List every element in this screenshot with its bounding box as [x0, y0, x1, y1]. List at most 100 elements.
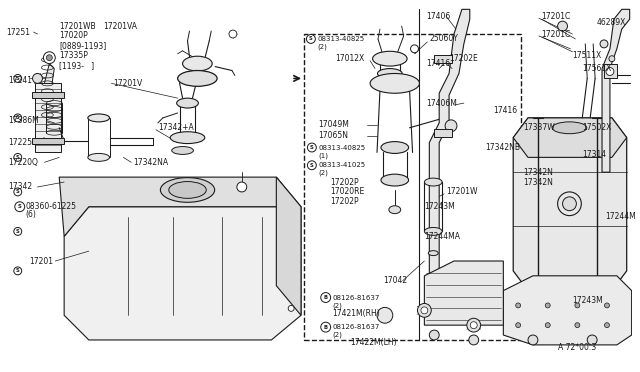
- Ellipse shape: [182, 56, 212, 71]
- Ellipse shape: [424, 178, 442, 186]
- Circle shape: [516, 323, 520, 328]
- Polygon shape: [276, 177, 301, 315]
- Ellipse shape: [381, 174, 408, 186]
- Polygon shape: [424, 261, 503, 325]
- Text: 17244M: 17244M: [605, 212, 636, 221]
- Circle shape: [575, 303, 580, 308]
- Text: 17422M(LH): 17422M(LH): [350, 339, 397, 347]
- Text: 08126-81637: 08126-81637: [333, 295, 380, 301]
- Text: 17020RE: 17020RE: [331, 187, 365, 196]
- Circle shape: [33, 74, 42, 83]
- Text: S: S: [310, 145, 314, 150]
- Bar: [435, 129, 452, 137]
- Text: (2): (2): [319, 170, 329, 176]
- Text: A 72*00:3: A 72*00:3: [557, 343, 596, 352]
- Circle shape: [606, 68, 614, 76]
- Polygon shape: [604, 64, 617, 78]
- Polygon shape: [513, 118, 627, 157]
- Text: 17416: 17416: [493, 106, 518, 115]
- Text: 25060Y: 25060Y: [429, 35, 458, 44]
- Text: 08313-41025: 08313-41025: [319, 162, 366, 168]
- Circle shape: [557, 21, 568, 31]
- Circle shape: [14, 74, 22, 82]
- Ellipse shape: [378, 68, 402, 78]
- Text: 17202E: 17202E: [449, 54, 478, 63]
- Circle shape: [516, 303, 520, 308]
- Circle shape: [321, 322, 331, 332]
- Text: 17243M: 17243M: [424, 202, 455, 211]
- Bar: [31, 138, 64, 144]
- Text: (6): (6): [26, 210, 36, 219]
- Text: S: S: [16, 76, 20, 81]
- Text: 17342NA: 17342NA: [133, 158, 168, 167]
- Text: 17342: 17342: [8, 183, 32, 192]
- Text: S: S: [18, 204, 22, 209]
- Circle shape: [321, 293, 331, 302]
- Ellipse shape: [161, 177, 214, 202]
- Circle shape: [575, 323, 580, 328]
- Circle shape: [307, 143, 316, 152]
- Circle shape: [15, 202, 25, 212]
- Polygon shape: [602, 9, 630, 172]
- Ellipse shape: [88, 114, 109, 122]
- Text: (2): (2): [318, 44, 328, 50]
- Ellipse shape: [370, 74, 419, 93]
- Text: 17220Q: 17220Q: [8, 158, 38, 167]
- Circle shape: [307, 161, 316, 170]
- Ellipse shape: [170, 132, 205, 144]
- Circle shape: [605, 323, 609, 328]
- Circle shape: [467, 318, 481, 332]
- Text: 17020P: 17020P: [60, 32, 88, 41]
- Circle shape: [411, 45, 419, 53]
- Text: 17201C: 17201C: [541, 12, 570, 21]
- Ellipse shape: [428, 251, 438, 256]
- Text: 17201W: 17201W: [446, 187, 477, 196]
- Text: 17201: 17201: [29, 257, 54, 266]
- Circle shape: [609, 56, 615, 62]
- Polygon shape: [44, 64, 54, 88]
- Text: 08126-81637: 08126-81637: [333, 324, 380, 330]
- Text: [1193-   ]: [1193- ]: [60, 61, 94, 70]
- Polygon shape: [60, 177, 301, 236]
- Text: (2): (2): [333, 302, 342, 309]
- Text: 08313-40825: 08313-40825: [318, 36, 365, 42]
- Text: 17049M: 17049M: [318, 120, 349, 129]
- Text: 17406: 17406: [426, 12, 451, 21]
- Ellipse shape: [178, 71, 217, 86]
- Text: B: B: [324, 325, 328, 330]
- Ellipse shape: [424, 227, 442, 235]
- Text: 17342NB: 17342NB: [486, 143, 520, 152]
- Circle shape: [421, 307, 428, 314]
- Circle shape: [417, 304, 431, 317]
- Text: 17243M: 17243M: [572, 296, 603, 305]
- Text: 17201WB: 17201WB: [60, 22, 96, 31]
- Ellipse shape: [88, 153, 109, 161]
- Circle shape: [14, 114, 22, 122]
- Text: 17251: 17251: [6, 28, 30, 36]
- Text: 08360-61225: 08360-61225: [26, 202, 77, 211]
- Circle shape: [429, 330, 439, 340]
- Ellipse shape: [172, 147, 193, 154]
- Bar: [435, 55, 452, 62]
- Text: 17202P: 17202P: [331, 177, 359, 186]
- Text: 17201V: 17201V: [113, 79, 143, 88]
- Text: 17042: 17042: [383, 276, 407, 285]
- Text: 17012X: 17012X: [335, 54, 365, 63]
- Polygon shape: [503, 276, 632, 345]
- Ellipse shape: [389, 206, 401, 214]
- Circle shape: [14, 267, 22, 275]
- Text: S: S: [16, 115, 20, 121]
- Text: 17201VA: 17201VA: [104, 22, 138, 31]
- Text: 17342N: 17342N: [523, 177, 553, 186]
- Bar: [304, 34, 521, 340]
- Circle shape: [288, 305, 294, 311]
- Text: 17065N: 17065N: [318, 131, 348, 140]
- Ellipse shape: [372, 51, 407, 66]
- Text: 17202P: 17202P: [331, 197, 359, 206]
- Circle shape: [470, 322, 477, 328]
- Ellipse shape: [381, 142, 408, 153]
- Text: S: S: [16, 229, 20, 234]
- Text: 17416: 17416: [426, 59, 451, 68]
- Text: 17244MA: 17244MA: [424, 232, 460, 241]
- Circle shape: [229, 30, 237, 38]
